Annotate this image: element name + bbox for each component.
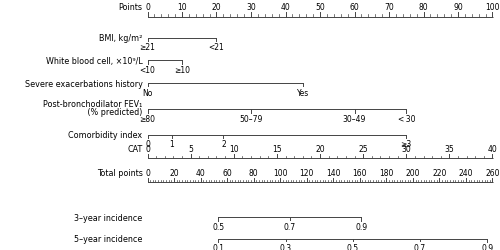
Text: 35: 35 — [444, 144, 454, 153]
Text: ≥3: ≥3 — [400, 140, 412, 148]
Text: 100: 100 — [273, 168, 287, 177]
Text: 120: 120 — [300, 168, 314, 177]
Text: Post-bronchodilator FEV₁: Post-bronchodilator FEV₁ — [43, 100, 142, 109]
Text: Yes: Yes — [296, 88, 309, 97]
Text: 30: 30 — [402, 144, 411, 153]
Text: 0.3: 0.3 — [280, 243, 291, 250]
Text: 80: 80 — [249, 168, 258, 177]
Text: 40: 40 — [280, 3, 290, 12]
Text: 0.5: 0.5 — [212, 222, 224, 231]
Text: Points: Points — [118, 3, 142, 12]
Text: 40: 40 — [196, 168, 205, 177]
Text: 0.7: 0.7 — [414, 243, 426, 250]
Text: 70: 70 — [384, 3, 394, 12]
Text: 30–49: 30–49 — [343, 114, 366, 124]
Text: 80: 80 — [418, 3, 428, 12]
Text: 10: 10 — [177, 3, 187, 12]
Text: BMI, kg/m²: BMI, kg/m² — [99, 34, 142, 43]
Text: 220: 220 — [432, 168, 446, 177]
Text: 60: 60 — [350, 3, 360, 12]
Text: CAT: CAT — [127, 144, 142, 153]
Text: 2: 2 — [221, 140, 226, 148]
Text: Severe exacerbations history: Severe exacerbations history — [24, 79, 142, 88]
Text: Comorbidity index: Comorbidity index — [68, 130, 142, 140]
Text: 0: 0 — [145, 140, 150, 148]
Text: 20: 20 — [169, 168, 179, 177]
Text: ≥10: ≥10 — [174, 66, 190, 75]
Text: ≥80: ≥80 — [140, 114, 156, 124]
Text: 260: 260 — [485, 168, 500, 177]
Text: 20: 20 — [212, 3, 222, 12]
Text: 0.7: 0.7 — [284, 222, 296, 231]
Text: < 30: < 30 — [398, 114, 415, 124]
Text: ≥21: ≥21 — [140, 43, 156, 52]
Text: 0.9: 0.9 — [356, 222, 368, 231]
Text: 0.5: 0.5 — [346, 243, 359, 250]
Text: <21: <21 — [208, 43, 224, 52]
Text: 5: 5 — [188, 144, 193, 153]
Text: 0.1: 0.1 — [212, 243, 224, 250]
Text: 30: 30 — [246, 3, 256, 12]
Text: 5–year incidence: 5–year incidence — [74, 234, 142, 243]
Text: 1: 1 — [170, 140, 174, 148]
Text: 100: 100 — [485, 3, 500, 12]
Text: 40: 40 — [488, 144, 498, 153]
Text: 200: 200 — [406, 168, 420, 177]
Text: 60: 60 — [222, 168, 232, 177]
Text: 0: 0 — [145, 3, 150, 12]
Text: 240: 240 — [458, 168, 473, 177]
Text: <10: <10 — [140, 66, 156, 75]
Text: 50–79: 50–79 — [240, 114, 262, 124]
Text: 140: 140 — [326, 168, 340, 177]
Text: 25: 25 — [358, 144, 368, 153]
Text: (% predicted): (% predicted) — [80, 108, 142, 117]
Text: No: No — [142, 88, 152, 97]
Text: 15: 15 — [272, 144, 281, 153]
Text: 180: 180 — [379, 168, 394, 177]
Text: 0.9: 0.9 — [482, 243, 494, 250]
Text: 90: 90 — [453, 3, 463, 12]
Text: Total points: Total points — [96, 168, 142, 177]
Text: 3–year incidence: 3–year incidence — [74, 213, 142, 222]
Text: 0: 0 — [145, 144, 150, 153]
Text: 20: 20 — [315, 144, 325, 153]
Text: 10: 10 — [229, 144, 238, 153]
Text: 160: 160 — [352, 168, 367, 177]
Text: White blood cell, ×10⁹/L: White blood cell, ×10⁹/L — [46, 57, 142, 66]
Text: 0: 0 — [145, 168, 150, 177]
Text: 50: 50 — [315, 3, 325, 12]
